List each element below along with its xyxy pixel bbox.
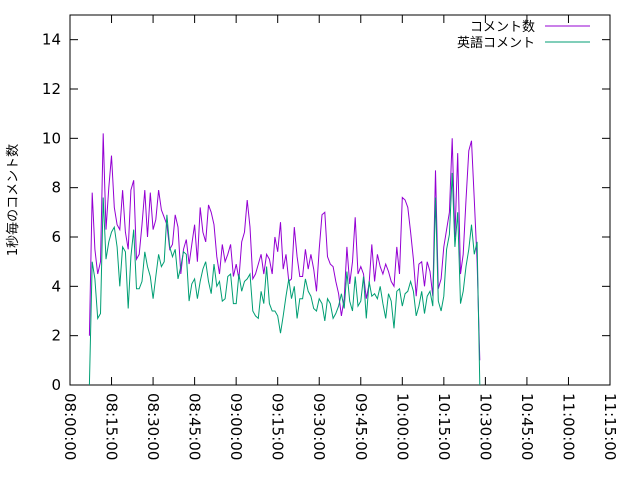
x-axis: 08:00:00 08:15:00 08:30:00 08:45:00 09:00:00… bbox=[61, 15, 619, 460]
y-tick-label: 0 bbox=[51, 376, 61, 394]
y-tick-label: 10 bbox=[42, 129, 61, 147]
y-axis: 0 2 4 6 8 10 12 14 bbox=[42, 31, 610, 394]
y-tick-label: 6 bbox=[51, 228, 61, 246]
x-tick-label: 09:00:00 bbox=[227, 393, 245, 460]
x-tick-label: 08:30:00 bbox=[144, 393, 162, 460]
y-tick-label: 4 bbox=[51, 277, 61, 295]
x-tick-label: 10:30:00 bbox=[476, 393, 494, 460]
x-tick-label: 10:45:00 bbox=[518, 393, 536, 460]
x-tick-label: 09:45:00 bbox=[352, 393, 370, 460]
plot-frame bbox=[69, 14, 611, 386]
x-tick-label: 11:00:00 bbox=[559, 393, 577, 460]
y-tick-label: 8 bbox=[51, 179, 61, 197]
x-tick-label: 09:30:00 bbox=[310, 393, 328, 460]
x-tick-label: 11:15:00 bbox=[601, 393, 619, 460]
y-tick-label: 2 bbox=[51, 327, 61, 345]
x-tick-label: 09:15:00 bbox=[269, 393, 287, 460]
x-tick-label: 08:45:00 bbox=[186, 393, 204, 460]
y-tick-label: 14 bbox=[42, 31, 61, 49]
x-tick-label: 10:00:00 bbox=[393, 393, 411, 460]
y-axis-title: 1秒毎のコメント数 bbox=[5, 144, 21, 256]
legend-label-1: コメント数 bbox=[470, 20, 535, 35]
y-tick-label: 12 bbox=[42, 80, 61, 98]
series-layer bbox=[88, 133, 481, 386]
x-tick-label: 10:15:00 bbox=[435, 393, 453, 460]
series-line-1 bbox=[88, 133, 481, 361]
legend-label-2: 英語コメント bbox=[457, 35, 535, 51]
x-tick-label: 08:15:00 bbox=[103, 393, 121, 460]
series-line-2 bbox=[88, 172, 481, 386]
x-tick-label: 08:00:00 bbox=[61, 393, 79, 460]
